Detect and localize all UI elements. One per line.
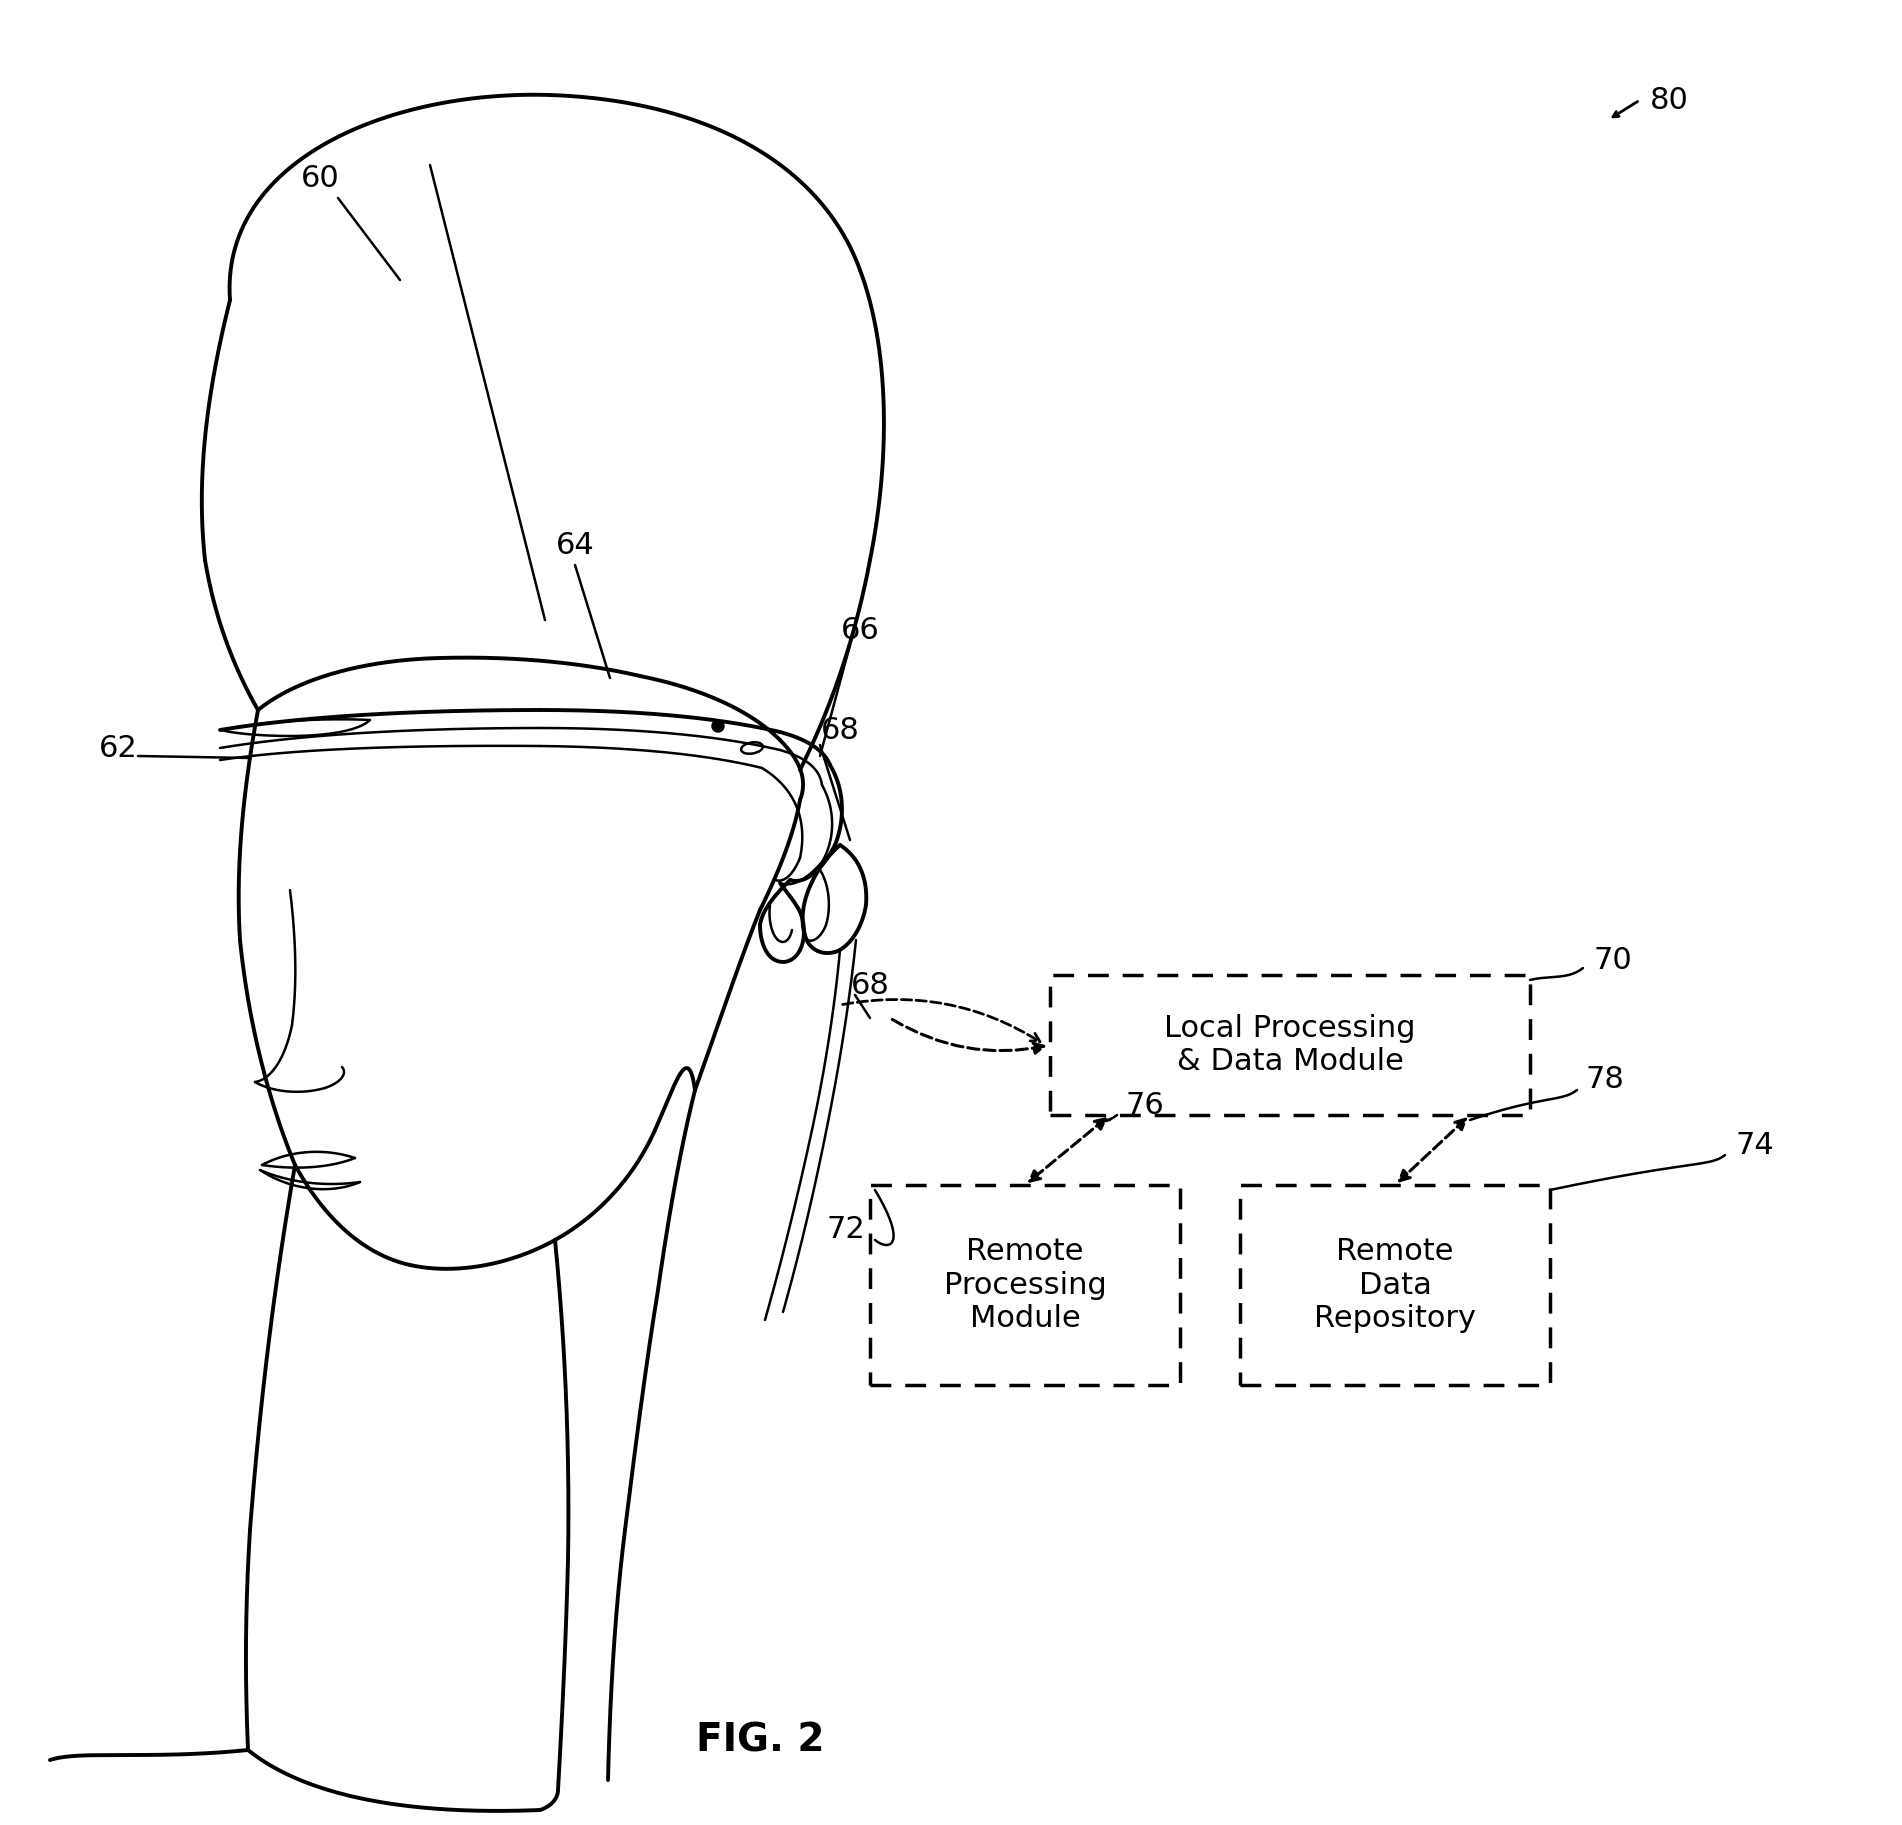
- Text: 74: 74: [1735, 1130, 1775, 1159]
- Text: Local Processing
& Data Module: Local Processing & Data Module: [1164, 1013, 1415, 1077]
- Bar: [1240, 1184, 1550, 1385]
- Text: 68: 68: [850, 971, 890, 1000]
- Text: 64: 64: [555, 531, 593, 560]
- Text: FIG. 2: FIG. 2: [696, 1721, 824, 1759]
- Bar: [1050, 975, 1529, 1115]
- Text: 62: 62: [99, 734, 137, 763]
- Text: 72: 72: [825, 1215, 865, 1245]
- Text: 78: 78: [1584, 1066, 1624, 1095]
- Text: 80: 80: [1651, 86, 1689, 115]
- Text: 68: 68: [820, 715, 860, 745]
- Text: 76: 76: [1124, 1091, 1164, 1119]
- Text: 70: 70: [1594, 945, 1632, 975]
- Text: Remote
Processing
Module: Remote Processing Module: [943, 1237, 1107, 1332]
- Bar: [869, 1184, 1179, 1385]
- Circle shape: [711, 721, 725, 732]
- Text: Remote
Data
Repository: Remote Data Repository: [1314, 1237, 1476, 1332]
- Text: 66: 66: [841, 615, 879, 644]
- Text: 60: 60: [301, 164, 339, 192]
